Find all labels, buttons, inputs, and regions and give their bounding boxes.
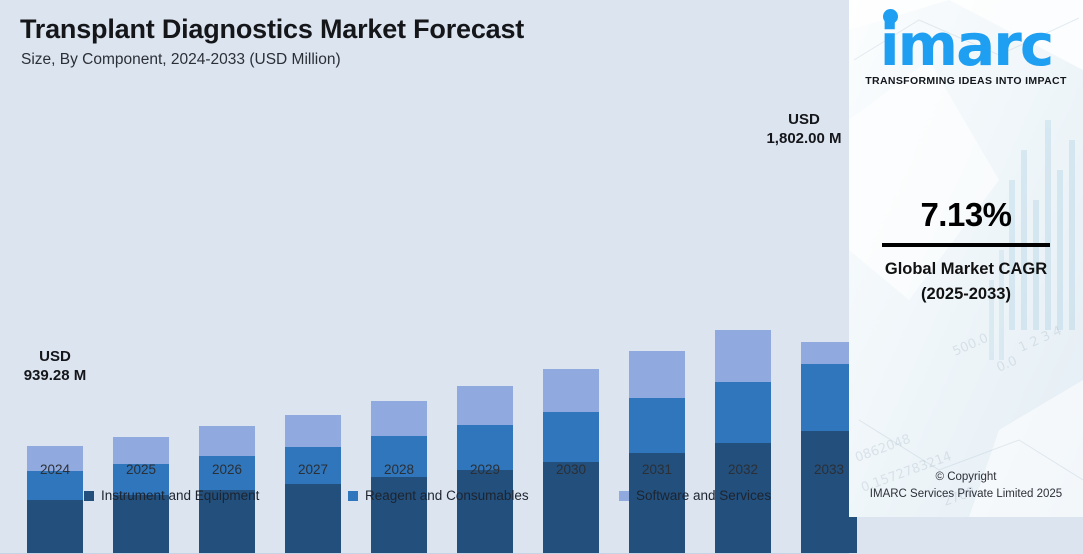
bar-segment-reagent-and-consumables [27, 471, 83, 500]
chart-legend: Instrument and Equipment Reagent and Cons… [0, 488, 849, 510]
cagr-value: 7.13% [920, 196, 1012, 233]
x-axis-label-2031: 2031 [641, 462, 673, 477]
x-axis-label-2028: 2028 [383, 462, 415, 477]
logo-wordmark: imarc [879, 11, 1054, 79]
callout-2024-line1: USD [39, 348, 71, 365]
bar-segment-reagent-and-consumables [285, 447, 341, 484]
copyright-line2: IMARC Services Private Limited 2025 [869, 488, 1063, 500]
logo-dot-icon [882, 9, 898, 24]
bar-segment-software-and-services [285, 415, 341, 447]
chart-subtitle: Size, By Component, 2024-2033 (USD Milli… [21, 51, 341, 68]
callout-2033: USD 1,802.00 M [744, 110, 864, 148]
legend-label: Reagent and Consumables [365, 488, 529, 503]
bar-segment-software-and-services [629, 351, 685, 398]
bar-segment-software-and-services [199, 426, 255, 456]
bar-segment-software-and-services [715, 330, 771, 382]
legend-swatch-icon [84, 490, 94, 501]
x-axis-label-2026: 2026 [211, 462, 243, 477]
x-axis-label-2029: 2029 [469, 462, 501, 477]
bar-segment-reagent-and-consumables [801, 364, 857, 431]
x-axis-label-2024: 2024 [39, 462, 71, 477]
x-axis-labels: 2024 2025 2026 2027 2028 2029 2030 2031 2032 2033 [0, 462, 849, 486]
brand-background-image: 500.0 0.0 1 2 3 4 0.1572783214 2768 0862… [849, 0, 1083, 517]
bar-segment-reagent-and-consumables [199, 456, 255, 490]
bar-2031 [629, 351, 685, 553]
plot-area: USD 939.28 M USD 1,802.00 M [0, 100, 857, 554]
bar-segment-reagent-and-consumables [457, 425, 513, 470]
bar-segment-reagent-and-consumables [113, 464, 169, 495]
bar-segment-software-and-services [371, 401, 427, 436]
bar-segment-reagent-and-consumables [715, 382, 771, 443]
legend-label: Software and Services [636, 488, 772, 503]
legend-item-1[interactable]: Reagent and Consumables [348, 488, 529, 503]
imarc-logo: imarc TRANSFORMING IDEAS INTO IMPACT [849, 9, 1083, 87]
brand-panel: 500.0 0.0 1 2 3 4 0.1572783214 2768 0862… [849, 0, 1083, 517]
bar-segment-reagent-and-consumables [543, 412, 599, 462]
page-title: Transplant Diagnostics Market Forecast [20, 14, 525, 44]
bar-2030 [543, 369, 599, 553]
bar-segment-software-and-services [543, 369, 599, 412]
legend-item-2[interactable]: Software and Services [619, 488, 771, 503]
callout-2024: USD 939.28 M [5, 347, 105, 385]
x-axis-label-2025: 2025 [125, 462, 157, 477]
bar-segment-reagent-and-consumables [629, 398, 685, 453]
x-axis-label-2033: 2033 [813, 462, 845, 477]
chart-panel: Transplant Diagnostics Market Forecast S… [0, 14, 857, 554]
callout-2033-line1: USD [788, 111, 820, 128]
cagr-label-line2: (2025-2033) [921, 285, 1011, 303]
legend-item-0[interactable]: Instrument and Equipment [84, 488, 259, 503]
legend-swatch-icon [348, 490, 358, 501]
cagr-label-line1: Global Market CAGR [884, 260, 1048, 278]
bar-segment-software-and-services [801, 342, 857, 364]
logo-tagline: TRANSFORMING IDEAS INTO IMPACT [865, 75, 1067, 87]
bar-segment-software-and-services [113, 437, 169, 464]
bar-segment-software-and-services [27, 446, 83, 471]
x-axis-label-2027: 2027 [297, 462, 329, 477]
x-axis-label-2032: 2032 [727, 462, 759, 477]
callout-2033-line2: 1,802.00 M [766, 130, 842, 147]
legend-label: Instrument and Equipment [101, 488, 260, 503]
x-axis-label-2030: 2030 [555, 462, 587, 477]
bar-segment-reagent-and-consumables [371, 436, 427, 477]
copyright-notice: © Copyright IMARC Services Private Limit… [849, 469, 1083, 503]
cagr-divider [882, 243, 1050, 247]
cagr-block: 7.13% Global Market CAGR (2025-2033) [849, 196, 1083, 307]
callout-2024-line2: 939.28 M [23, 367, 87, 384]
bar-segment-software-and-services [457, 386, 513, 425]
legend-swatch-icon [619, 490, 629, 501]
copyright-line1: © Copyright [935, 471, 997, 483]
bar-2032 [715, 330, 771, 553]
